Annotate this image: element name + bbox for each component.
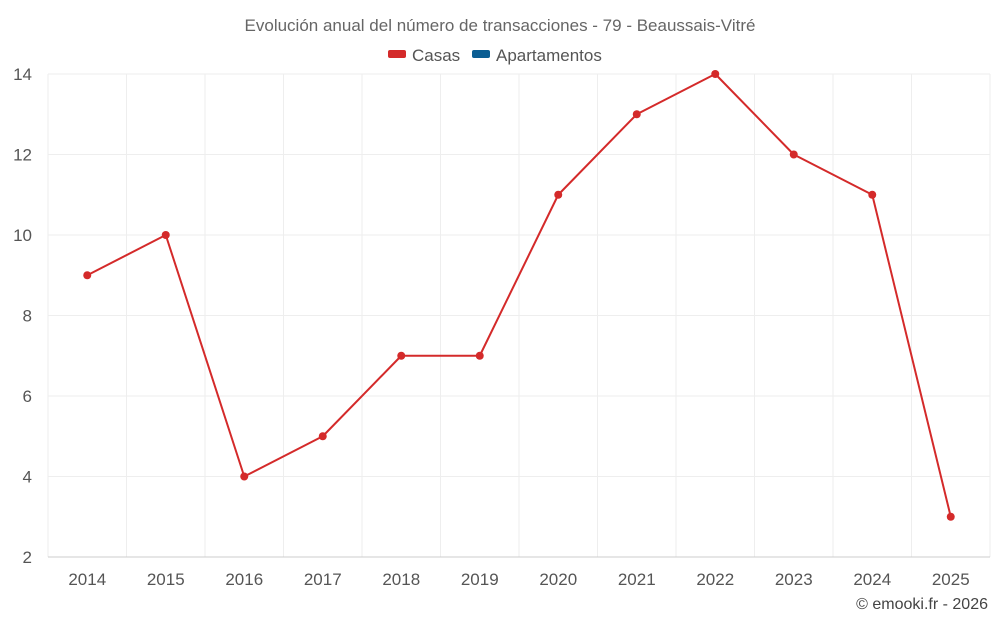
- data-point-2014[interactable]: [83, 271, 92, 280]
- y-tick-label: 6: [23, 387, 32, 406]
- x-tick-label: 2024: [853, 570, 891, 589]
- data-point-2023[interactable]: [789, 150, 798, 159]
- data-point-2020[interactable]: [554, 190, 563, 199]
- series-casas: [83, 70, 955, 521]
- legend: Casas Apartamentos: [388, 46, 602, 65]
- x-tick-label: 2014: [68, 570, 106, 589]
- data-point-2016[interactable]: [240, 472, 249, 481]
- credit-text: © emooki.fr - 2026: [856, 596, 988, 613]
- x-tick-label: 2019: [461, 570, 499, 589]
- x-tick-label: 2017: [304, 570, 342, 589]
- x-tick-label: 2022: [696, 570, 734, 589]
- x-tick-label: 2016: [225, 570, 263, 589]
- x-axis-ticks: 2014 2015 2016 2017 2018 2019 2020 2021 2022 2023…: [68, 570, 969, 589]
- y-tick-label: 12: [13, 146, 32, 165]
- legend-item-apartamentos[interactable]: Apartamentos: [472, 46, 602, 65]
- grid: [47, 73, 991, 557]
- y-tick-label: 4: [23, 468, 32, 487]
- x-tick-label: 2018: [382, 570, 420, 589]
- x-tick-label: 2023: [775, 570, 813, 589]
- legend-label-casas: Casas: [412, 46, 460, 65]
- data-point-2024[interactable]: [868, 190, 877, 199]
- x-tick-label: 2025: [932, 570, 970, 589]
- data-point-2015[interactable]: [161, 231, 170, 239]
- y-axis-ticks: 2 4 6 8 10 12 14: [13, 65, 32, 567]
- legend-item-casas[interactable]: Casas: [388, 46, 460, 65]
- data-point-2017[interactable]: [318, 432, 327, 441]
- y-tick-label: 10: [13, 226, 32, 245]
- data-point-2019[interactable]: [475, 351, 484, 360]
- data-point-2022[interactable]: [711, 70, 720, 78]
- data-point-2021[interactable]: [632, 110, 641, 119]
- x-tick-label: 2020: [539, 570, 577, 589]
- y-tick-label: 14: [13, 65, 32, 84]
- chart-title: Evolución anual del número de transaccio…: [245, 16, 756, 35]
- legend-swatch-apartamentos: [472, 50, 490, 58]
- x-tick-label: 2021: [618, 570, 656, 589]
- y-tick-label: 8: [23, 307, 32, 326]
- x-tick-label: 2015: [147, 570, 185, 589]
- y-tick-label: 2: [23, 548, 32, 567]
- data-point-2018[interactable]: [397, 351, 406, 360]
- series-line-casas: [86, 73, 952, 517]
- data-point-2025[interactable]: [946, 512, 955, 521]
- legend-label-apartamentos: Apartamentos: [496, 46, 602, 65]
- legend-swatch-casas: [388, 50, 406, 58]
